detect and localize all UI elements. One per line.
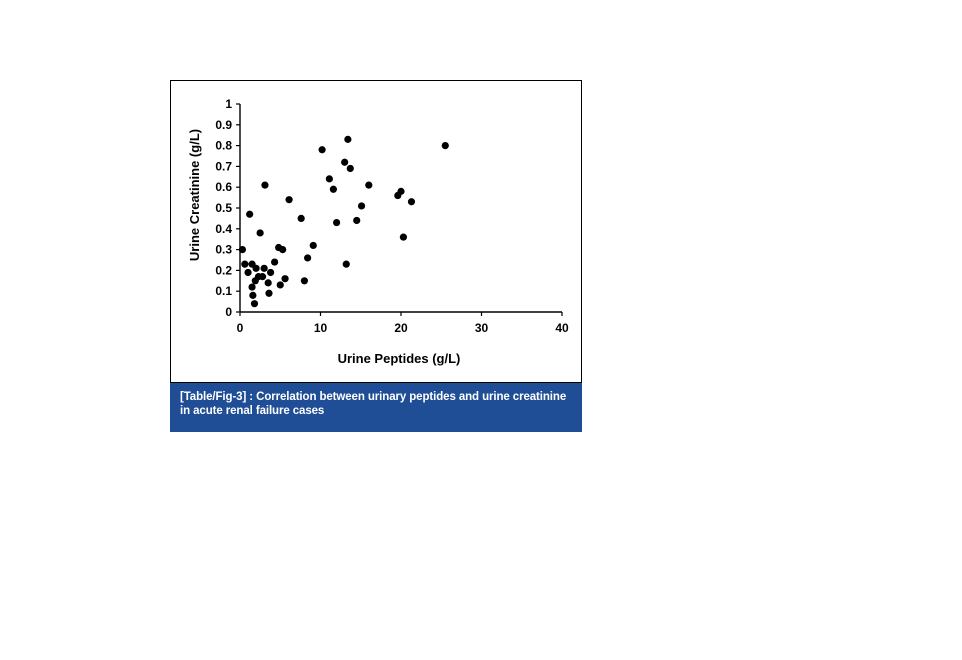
- y-tick-label: 0.7: [215, 159, 232, 173]
- scatter-point: [399, 233, 408, 241]
- x-tick-label: 0: [237, 321, 244, 335]
- scatter-point: [266, 268, 275, 277]
- y-tick-label: 0: [225, 305, 232, 319]
- scatter-point: [344, 135, 352, 143]
- scatter-point: [256, 229, 264, 237]
- scatter-point: [441, 142, 449, 150]
- scatter-point: [397, 187, 405, 195]
- x-axis-title: Urine Peptides (g/L): [338, 351, 461, 366]
- scatter-point: [341, 158, 349, 166]
- scatter-point: [246, 210, 254, 218]
- scatter-point: [357, 202, 366, 210]
- y-tick-label: 0.1: [215, 284, 232, 298]
- scatter-point: [244, 268, 252, 277]
- y-tick-label: 0.3: [215, 243, 232, 257]
- scatter-point: [300, 277, 308, 285]
- y-tick-label: 0.6: [215, 180, 232, 194]
- y-tick-label: 0.9: [215, 118, 232, 132]
- scatter-point: [264, 279, 272, 287]
- scatter-point: [407, 198, 416, 206]
- scatter-point: [258, 273, 267, 281]
- scatter-point: [260, 264, 268, 272]
- y-tick-label: 0.8: [215, 139, 232, 153]
- scatter-point: [297, 214, 305, 222]
- scatter-point: [281, 275, 289, 283]
- scatter-point: [241, 260, 249, 268]
- y-tick-label: 0.5: [215, 201, 232, 215]
- scatter-point: [309, 241, 317, 250]
- scatter-point: [333, 218, 341, 227]
- scatter-point: [276, 281, 284, 289]
- scatter-point: [238, 246, 247, 254]
- scatter-point: [248, 283, 256, 291]
- x-tick-label: 30: [475, 321, 489, 335]
- x-tick-label: 40: [555, 321, 569, 335]
- scatter-point: [249, 291, 257, 299]
- scatter-chart: 00.10.20.30.40.50.60.70.80.910 10 20 30 40 U…: [187, 97, 569, 366]
- scatter-point: [329, 185, 337, 193]
- scatter-point: [265, 289, 273, 297]
- scatter-point: [365, 181, 373, 189]
- scatter-point: [285, 196, 293, 204]
- x-tick-label: 20: [394, 321, 408, 335]
- scatter-point: [346, 164, 354, 173]
- scatter-point: [318, 146, 326, 154]
- scatter-point: [304, 254, 312, 262]
- scatter-point: [279, 246, 287, 254]
- x-tick-label: 10: [314, 321, 328, 335]
- y-axis-title: Urine Creatinine (g/L): [187, 129, 202, 261]
- y-tick-label: 1: [225, 97, 232, 111]
- scatter-point: [325, 175, 333, 183]
- figure-caption: [Table/Fig-3] : Correlation between urin…: [170, 383, 582, 432]
- scatter-point: [261, 181, 269, 189]
- figure: 0 0.1 0.2 0.3 0.4 0.5 0.6 0.7 0.8 0.9 1 0 10 20 30 40 U…: [170, 80, 582, 432]
- scatter-point: [342, 260, 350, 268]
- y-tick-label: 0.4: [215, 222, 232, 236]
- scatter-point: [271, 258, 279, 266]
- scatter-point: [252, 264, 260, 272]
- scatter-point: [353, 216, 361, 225]
- chart-frame: 0 0.1 0.2 0.3 0.4 0.5 0.6 0.7 0.8 0.9 1 0 10 20 30 40 U…: [170, 80, 582, 383]
- scatter-point: [250, 300, 259, 308]
- y-tick-label: 0.2: [215, 263, 232, 277]
